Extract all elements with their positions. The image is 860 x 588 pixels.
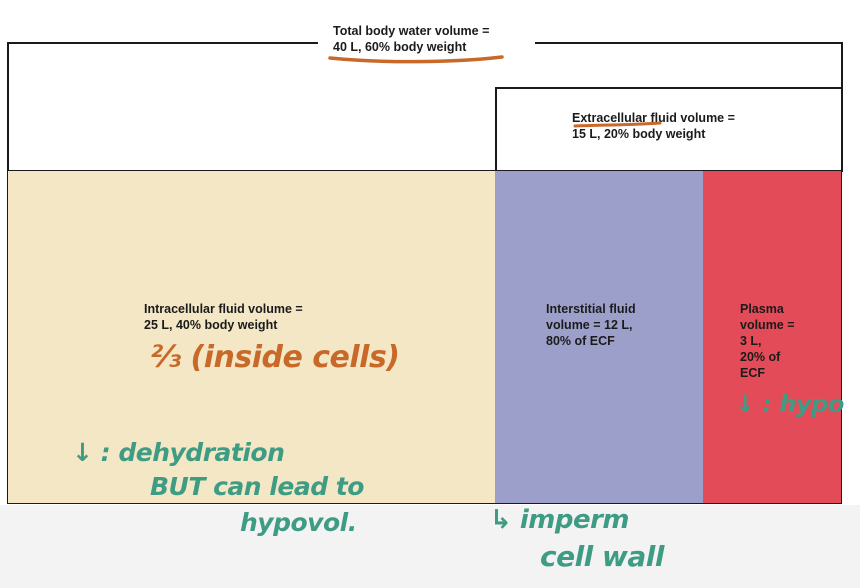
total-outline-right bbox=[841, 42, 843, 172]
ecf-outline-top bbox=[495, 87, 842, 89]
dehydration-note-line1: ↓ : dehydration bbox=[72, 438, 285, 467]
interstitial-label: Interstitial fluid volume = 12 L, 80% of… bbox=[546, 302, 636, 348]
plasma-box bbox=[703, 170, 842, 504]
ecf-underline-stroke bbox=[573, 121, 662, 128]
icf-fraction-note: ⅔ (inside cells) bbox=[150, 340, 400, 375]
total-outline-left bbox=[7, 42, 9, 172]
intracellular-fluid-box bbox=[7, 170, 496, 504]
dehydration-note-line3: hypovol. bbox=[240, 508, 357, 537]
plasma-label: Plasma volume = 3 L, 20% of ECF bbox=[740, 302, 795, 380]
dehydration-note-line2: BUT can lead to bbox=[150, 472, 364, 501]
imperm-note-line2: cell wall bbox=[540, 540, 665, 573]
interstitial-fluid-box bbox=[495, 170, 704, 504]
page-margin bbox=[0, 505, 860, 588]
total-outline-top-left bbox=[7, 42, 318, 44]
ecf-outline-left bbox=[495, 87, 497, 172]
total-body-water-label: Total body water volume = 40 L, 60% body… bbox=[333, 24, 490, 54]
icf-label: Intracellular fluid volume = 25 L, 40% b… bbox=[144, 302, 303, 332]
plasma-note: ↓ : hypo bbox=[735, 390, 844, 418]
total-underline-stroke bbox=[328, 55, 504, 64]
imperm-note-line1: ↳ imperm bbox=[490, 505, 630, 535]
total-outline-top-right bbox=[535, 42, 842, 44]
ecf-label: Extracellular fluid volume = 15 L, 20% b… bbox=[572, 111, 735, 141]
